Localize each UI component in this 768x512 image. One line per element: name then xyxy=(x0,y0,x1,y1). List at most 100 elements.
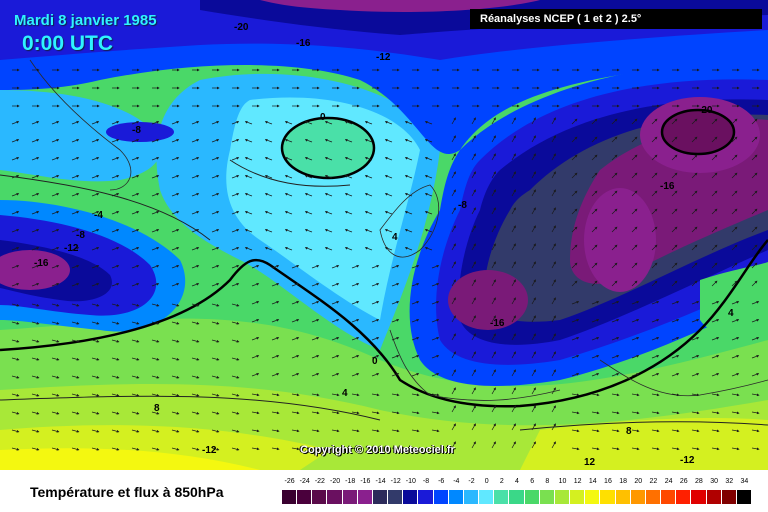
wind-arrow xyxy=(691,337,700,341)
wind-arrow xyxy=(231,175,240,179)
wind-arrow xyxy=(131,139,140,143)
wind-arrow xyxy=(651,208,658,215)
wind-arrow xyxy=(191,247,200,251)
legend-tick-label: 18 xyxy=(619,478,628,485)
wind-arrow xyxy=(424,139,433,143)
wind-arrow xyxy=(471,351,476,359)
wind-arrow xyxy=(531,153,536,161)
contour-label: -16 xyxy=(296,38,311,49)
wind-arrow xyxy=(311,265,320,269)
wind-arrow xyxy=(751,280,758,287)
wind-arrow xyxy=(691,226,698,233)
wind-arrow xyxy=(671,136,678,143)
wind-arrow xyxy=(491,441,496,449)
wind-arrow xyxy=(691,190,698,197)
wind-arrow xyxy=(91,447,100,451)
wind-arrow xyxy=(711,226,718,233)
wind-arrow xyxy=(244,211,253,215)
wind-arrow xyxy=(631,447,640,451)
legend-swatch xyxy=(418,490,433,504)
wind-arrow xyxy=(651,226,658,233)
wind-arrow xyxy=(364,211,373,215)
wind-arrow xyxy=(751,226,758,233)
map-time: 0:00 UTC xyxy=(22,32,114,55)
wind-arrow xyxy=(691,373,700,377)
wind-arrow xyxy=(291,393,300,397)
wind-arrow xyxy=(231,139,240,143)
wind-arrow xyxy=(151,193,160,197)
wind-arrow xyxy=(171,139,180,143)
wind-arrow xyxy=(91,393,100,397)
wind-arrow xyxy=(311,373,320,377)
wind-arrow xyxy=(431,393,440,397)
wind-arrow xyxy=(284,121,293,125)
wind-arrow xyxy=(251,447,260,451)
wind-arrow xyxy=(51,411,60,415)
wind-arrow xyxy=(431,319,440,323)
contour-label: -16 xyxy=(490,318,505,329)
temperature-map: Mardi 8 janvier 1985 0:00 UTC Réanalyses… xyxy=(0,0,768,470)
wind-arrow xyxy=(731,319,740,323)
contour-label: 8 xyxy=(154,403,160,414)
legend-tick-label: 26 xyxy=(679,478,688,485)
wind-arrow xyxy=(211,375,220,379)
contour-label: 4 xyxy=(392,232,398,243)
wind-arrow xyxy=(404,229,413,233)
wind-arrow xyxy=(151,321,160,325)
wind-arrow xyxy=(11,139,20,143)
legend-tick-label: -20 xyxy=(330,478,341,485)
wind-arrow xyxy=(751,373,760,377)
wind-arrow xyxy=(51,211,60,215)
wind-arrow xyxy=(451,189,456,197)
wind-arrow xyxy=(431,373,440,377)
wind-arrow xyxy=(411,373,420,377)
wind-arrow xyxy=(611,136,618,143)
wind-arrow xyxy=(71,429,80,433)
wind-arrow xyxy=(111,411,120,415)
wind-arrow xyxy=(691,280,698,287)
wind-arrow xyxy=(111,447,120,451)
wind-arrow xyxy=(411,283,420,287)
legend-tick-label: 4 xyxy=(515,478,519,485)
wind-arrow xyxy=(631,154,638,161)
wind-arrow xyxy=(404,121,413,125)
wind-arrow xyxy=(91,283,100,287)
wind-arrow xyxy=(404,193,413,197)
legend-tick-label: 2 xyxy=(499,478,504,485)
wind-arrow xyxy=(324,211,333,215)
wind-arrow xyxy=(231,265,240,269)
wind-arrow xyxy=(451,135,456,143)
wind-arrow xyxy=(304,157,313,161)
wind-arrow xyxy=(171,321,180,325)
wind-arrow xyxy=(171,303,180,307)
wind-arrow xyxy=(311,301,320,305)
wind-arrow xyxy=(151,211,160,215)
wind-arrow xyxy=(191,157,200,161)
wind-arrow xyxy=(651,136,658,143)
wind-arrow xyxy=(171,229,180,233)
wind-arrow xyxy=(731,301,740,305)
wind-arrow xyxy=(191,357,200,361)
wind-arrow xyxy=(591,208,598,215)
wind-arrow xyxy=(611,355,620,359)
wind-arrow xyxy=(591,429,600,433)
wind-arrow xyxy=(171,411,180,415)
legend-tick-label: 32 xyxy=(725,478,734,485)
wind-arrow xyxy=(191,429,200,433)
wind-arrow xyxy=(291,319,300,323)
legend-swatch xyxy=(297,490,312,504)
wind-arrow xyxy=(131,193,140,197)
wind-arrow xyxy=(51,157,60,161)
wind-arrow xyxy=(611,244,618,251)
wind-arrow xyxy=(91,139,100,143)
wind-arrow xyxy=(384,211,393,215)
wind-arrow xyxy=(531,423,536,431)
wind-arrow xyxy=(731,411,740,415)
wind-arrow xyxy=(71,193,80,197)
wind-arrow xyxy=(71,283,80,287)
wind-arrow xyxy=(191,411,200,415)
contour-label: -12 xyxy=(376,52,391,63)
wind-arrow xyxy=(404,211,413,215)
wind-arrow xyxy=(531,261,536,269)
wind-arrow xyxy=(284,175,293,179)
